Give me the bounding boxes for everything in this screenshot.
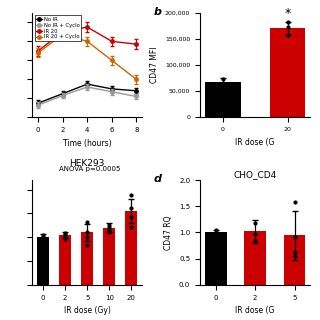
No IR + Cyclo [36,103,40,107]
X-axis label: IR dose (G: IR dose (G [236,306,275,315]
Line: No IR: No IR [36,82,138,105]
Bar [59,235,71,285]
No IR [110,87,114,91]
Text: ANOVA p=0.0005: ANOVA p=0.0005 [59,166,120,172]
Bar [205,233,227,285]
Bar [81,233,93,285]
No IR + Cyclo [61,94,65,98]
Y-axis label: CD47 MFI: CD47 MFI [150,47,159,83]
Text: *: * [284,7,291,20]
Title: CHO_CD4: CHO_CD4 [234,171,277,180]
IR 20 + Cyclo [61,33,65,36]
Bar [205,82,241,117]
Title: HEK293: HEK293 [69,159,105,168]
IR 20 + Cyclo [134,77,138,81]
Line: IR 20 + Cyclo: IR 20 + Cyclo [36,33,138,81]
Legend: No IR, No IR + Cyclo, IR 20, IR 20 + Cyclo: No IR, No IR + Cyclo, IR 20, IR 20 + Cyc… [35,15,81,41]
X-axis label: IR dose (G: IR dose (G [236,138,275,147]
No IR [36,101,40,105]
Bar [244,231,266,285]
No IR [85,82,89,86]
IR 20 [134,42,138,46]
IR 20 [61,30,65,34]
Bar [284,235,305,285]
Bar [270,28,305,117]
No IR [134,89,138,93]
No IR [61,92,65,96]
Line: IR 20: IR 20 [36,25,138,52]
IR 20 [85,25,89,29]
X-axis label: Time (hours): Time (hours) [63,139,112,148]
IR 20 + Cyclo [36,51,40,55]
Bar [125,211,138,285]
Bar [103,228,116,285]
IR 20 + Cyclo [110,59,114,62]
No IR + Cyclo [110,90,114,94]
Text: b: b [154,6,162,17]
Y-axis label: CD47 RQ: CD47 RQ [164,215,173,250]
No IR + Cyclo [134,95,138,99]
IR 20 [110,39,114,43]
Bar [37,237,49,285]
Line: No IR + Cyclo: No IR + Cyclo [36,85,138,107]
IR 20 [36,49,40,53]
IR 20 + Cyclo [85,39,89,43]
Text: d: d [154,174,162,184]
X-axis label: IR dose (Gy): IR dose (Gy) [64,306,111,315]
No IR + Cyclo [85,85,89,89]
